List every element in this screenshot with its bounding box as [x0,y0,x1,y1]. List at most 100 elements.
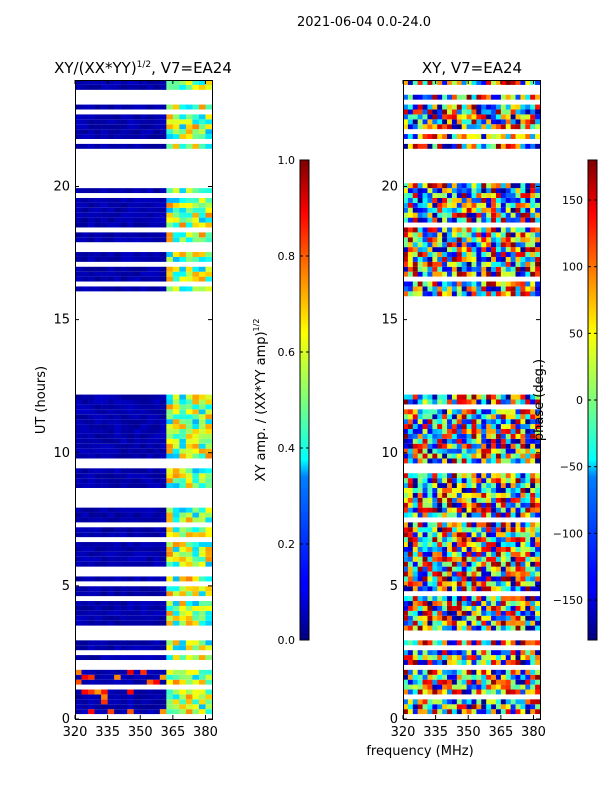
amplitude-heatmap-cell [101,610,108,616]
amplitude-heatmap-cell [133,104,141,110]
phase-heatmap-cell [486,114,492,120]
phase-heatmap-cell [461,438,467,444]
phase-heatmap-cell [442,124,448,130]
amplitude-heatmap-cell [179,709,187,715]
amplitude-heatmap-cell [133,124,141,130]
amplitude-heatmap-cell [140,197,148,203]
phase-heatmap-cell [422,492,428,498]
amplitude-heatmap-cell [94,143,102,149]
phase-heatmap-cell [461,596,467,602]
amplitude-heatmap-cell [146,694,154,700]
phase-heatmap-cell [417,266,423,272]
phase-heatmap-cell [432,281,438,287]
phase-heatmap-cell [471,679,477,685]
phase-heatmap-cell [432,684,438,690]
phase-heatmap-cell [525,699,531,705]
phase-heatmap-cell [427,291,433,297]
phase-heatmap-cell [412,227,418,233]
phase-heatmap-cell [491,566,497,572]
amplitude-heatmap-cell [205,222,213,228]
amplitude-heatmap-cell [94,689,102,695]
amplitude-heatmap-cell [88,709,95,715]
phase-heatmap-cell [422,242,428,248]
phase-heatmap-cell [442,428,448,434]
phase-heatmap-cell [471,252,477,257]
phase-heatmap-cell [530,576,536,582]
phase-heatmap-cell [412,684,418,690]
phase-heatmap-cell [515,237,521,243]
phase-heatmap-cell [520,124,526,130]
phase-heatmap-cell [466,497,472,503]
phase-heatmap-cell [461,581,467,587]
amplitude-heatmap-cell [140,414,148,420]
phase-heatmap-cell [535,207,541,213]
amplitude-heatmap-cell [185,615,193,621]
phase-heatmap-cell [403,566,409,572]
amplitude-heatmap-cell [133,709,141,715]
amplitude-heatmap-cell [75,689,82,695]
phase-heatmap-cell [530,433,536,439]
phase-heatmap-cell [520,217,526,223]
amplitude-y-tick-label: 0 [62,712,70,727]
phase-heatmap-cell [451,561,458,567]
amplitude-heatmap-cell [75,453,82,459]
phase-heatmap-cell [412,193,418,198]
amplitude-heatmap-cell [198,433,206,439]
phase-heatmap-cell [481,281,487,287]
phase-heatmap-cell [437,655,443,661]
phase-heatmap-cell [456,438,463,444]
amplitude-heatmap-cell [172,276,180,282]
phase-heatmap-cell [451,193,458,198]
phase-heatmap-cell [520,507,526,513]
amplitude-heatmap-cell [127,605,135,611]
amplitude-heatmap-cell [88,478,95,484]
phase-heatmap-cell [447,605,453,611]
phase-heatmap-cell [432,497,438,503]
phase-heatmap-cell [403,409,409,415]
phase-heatmap-cell [403,650,409,656]
amplitude-heatmap-cell [114,669,121,675]
amplitude-heatmap-cell [172,478,180,484]
phase-heatmap-cell [495,699,502,705]
phase-heatmap-cell [510,104,516,110]
amplitude-heatmap-cell [75,256,82,262]
amplitude-heatmap-cell [88,207,95,213]
phase-heatmap-cell [432,699,438,705]
phase-heatmap-cell [500,428,507,434]
amplitude-heatmap-cell [179,188,187,194]
amplitude-heatmap-cell [75,512,82,518]
amplitude-heatmap-cell [127,433,135,439]
phase-heatmap-cell [403,537,409,543]
phase-heatmap-cell [510,532,516,538]
amplitude-heatmap-cell [127,237,135,243]
amplitude-heatmap-cell [153,669,161,675]
phase-heatmap-cell [495,689,502,695]
phase-heatmap-cell [481,542,487,547]
phase-heatmap-cell [535,684,541,690]
amplitude-heatmap-cell [166,669,174,675]
phase-heatmap-cell [447,669,453,675]
phase-heatmap-cell [437,399,443,405]
amplitude-heatmap-cell [101,699,108,705]
phase-heatmap-cell [515,581,521,587]
phase-heatmap-cell [486,448,492,454]
phase-heatmap-cell [515,660,521,665]
phase-heatmap-cell [403,124,409,130]
phase-heatmap-cell [515,443,521,449]
phase-heatmap-cell [432,261,438,267]
phase-colorbar-tick-label: 0 [576,394,583,407]
amplitude-heatmap-cell [133,252,141,257]
phase-heatmap-cell [515,497,521,503]
amplitude-heatmap-cell [107,266,115,272]
phase-heatmap-cell [515,650,521,656]
phase-heatmap-cell [500,699,507,705]
amplitude-heatmap-cell [172,453,180,459]
phase-heatmap-cell [407,610,414,616]
phase-heatmap-cell [535,202,541,208]
phase-heatmap-cell [417,109,423,115]
amplitude-heatmap-cell [107,546,115,552]
phase-heatmap-cell [520,271,526,277]
phase-heatmap-cell [432,202,438,208]
amplitude-heatmap-cell [75,252,82,257]
phase-heatmap-cell [461,261,467,267]
